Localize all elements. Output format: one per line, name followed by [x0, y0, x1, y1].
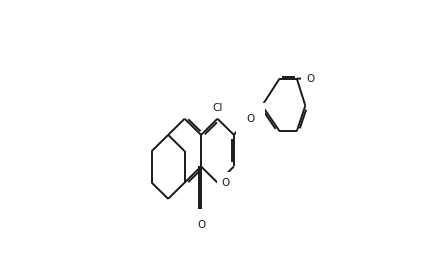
Text: O: O: [246, 114, 255, 124]
Text: O: O: [306, 74, 314, 84]
Text: O: O: [222, 178, 230, 188]
Text: Cl: Cl: [212, 103, 222, 113]
Text: O: O: [197, 220, 205, 230]
